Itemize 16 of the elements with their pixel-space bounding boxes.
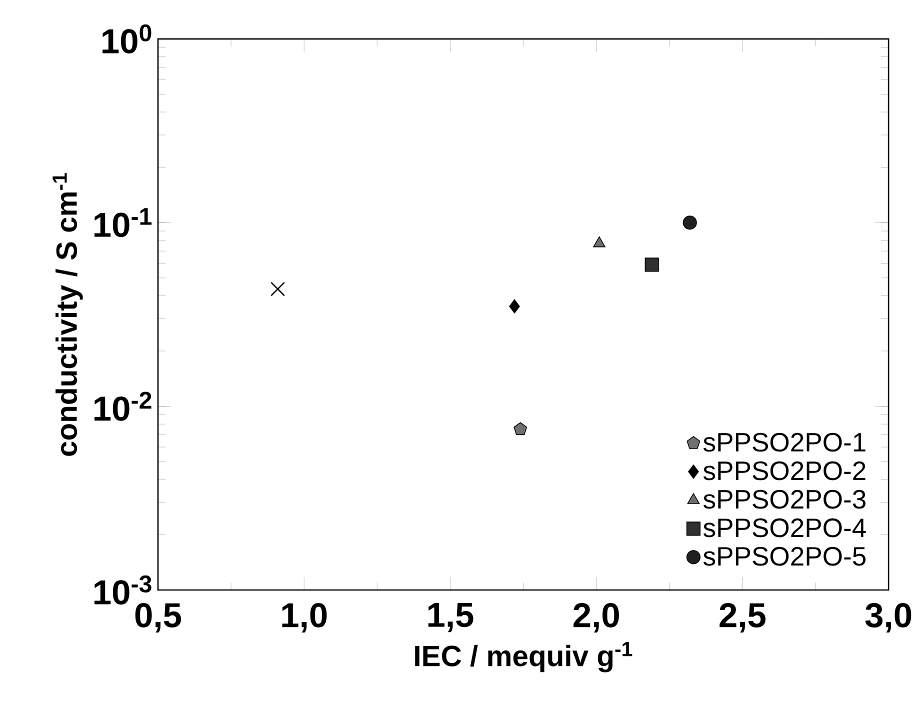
x-tick-label: 1,5 <box>428 603 474 632</box>
x-axis-title: IEC / mequiv g$^{-1}$ <box>415 642 632 672</box>
y-tick-label: 10$^{0}$ <box>102 24 152 54</box>
x-tick-label: 0,5 <box>135 603 182 633</box>
y-axis-title: conductivity / S cm$^{-1}$ <box>52 173 83 456</box>
x-tick-label: 3,0 <box>865 603 912 633</box>
x-tick-label: 1,0 <box>282 603 327 633</box>
legend-label: sPPSO2PO-3 <box>703 490 866 509</box>
x-tick-label: 2,5 <box>720 603 766 633</box>
legend-label: sPPSO2PO-2 <box>703 461 866 480</box>
legend-label: sPPSO2PO-1 <box>703 432 866 452</box>
legend-label: sPPSO2PO-4 <box>703 518 866 538</box>
y-tick-label: 10$^{-1}$ <box>94 208 152 238</box>
x-tick-label: 2,0 <box>574 603 619 633</box>
legend-label: sPPSO2PO-5 <box>703 546 866 566</box>
y-tick-label: 10$^{-2}$ <box>94 392 152 421</box>
